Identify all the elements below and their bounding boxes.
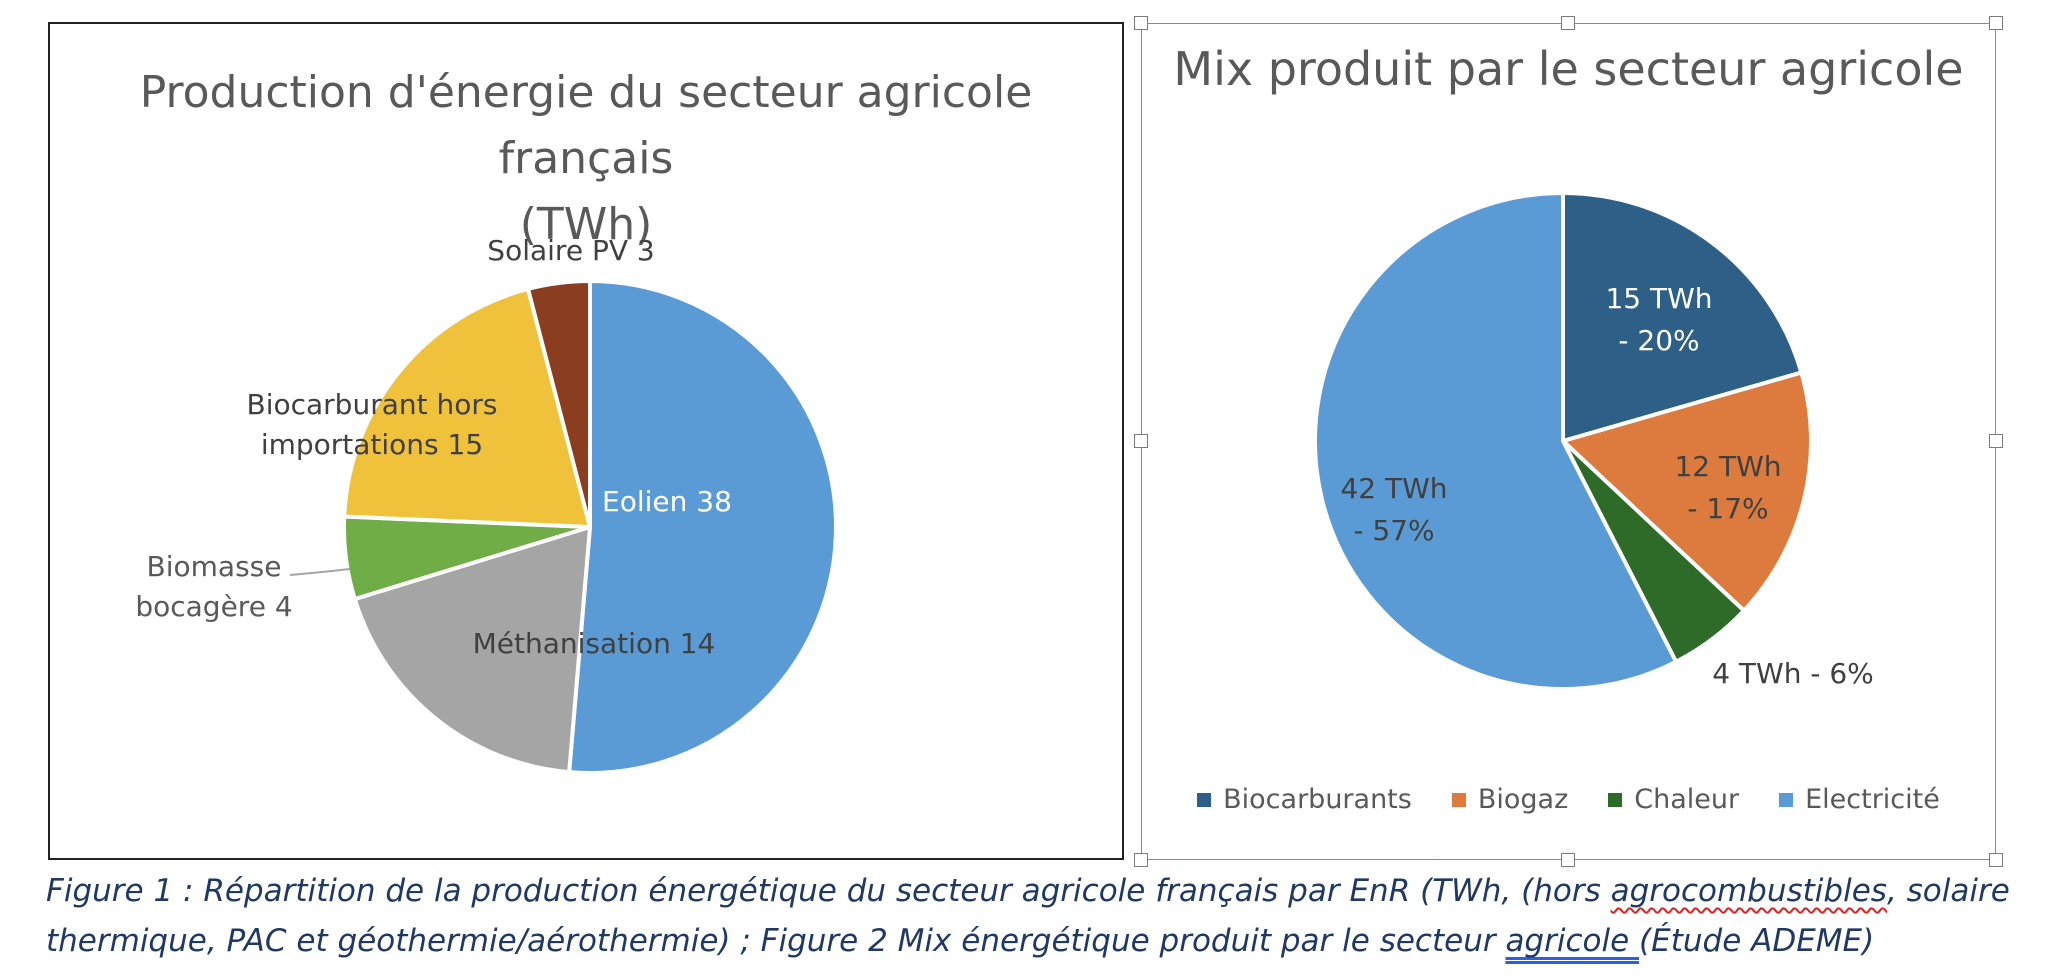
legend-label-biocarburants: Biocarburants bbox=[1223, 784, 1412, 815]
chart1-data-label-biomasse-bocagere: Biomasse bocagère 4 bbox=[135, 550, 292, 623]
caption-part2: , solaire thermique, PAC et géothermie/a… bbox=[46, 873, 2010, 959]
chart1-slice-methanisation[interactable] bbox=[352, 525, 592, 775]
chart-mix-produit[interactable]: Mix produit par le secteur agricole 15 T… bbox=[1141, 23, 1996, 860]
legend-item-chaleur[interactable]: Chaleur bbox=[1608, 784, 1739, 815]
legend-label-electricite: Electricité bbox=[1805, 784, 1940, 815]
chart2-data-label-biocarburants: 15 TWh - 20% bbox=[1605, 282, 1712, 357]
chart1-title-line2: (TWh) bbox=[519, 199, 653, 250]
chart2-pie-svg: 15 TWh - 20% 12 TWh - 17% 4 TWh - 6% 42 TWh - … bbox=[1313, 191, 1874, 691]
legend-swatch-biogaz bbox=[1451, 792, 1466, 807]
chart1-data-label-biocarburant-hors-importations: Biocarburant hors importations 15 bbox=[247, 388, 498, 461]
caption-part1: Figure 1 : Répartition de la production … bbox=[46, 873, 1611, 909]
caption-spellcheck-word: agrocombustibles bbox=[1610, 873, 1887, 909]
chart1-data-label-methanisation: Méthanisation 14 bbox=[473, 627, 716, 660]
chart2-data-label-electricite: 42 TWh - 57% bbox=[1340, 472, 1447, 547]
chart-production-energie[interactable]: Production d'énergie du secteur agricole… bbox=[48, 22, 1124, 860]
chart1-data-label-eolien: Eolien 38 bbox=[602, 485, 732, 518]
resize-handle-bottom-left[interactable] bbox=[1134, 853, 1148, 867]
legend-swatch-chaleur bbox=[1608, 792, 1623, 807]
chart1-data-label-solaire-pv: Solaire PV 3 bbox=[487, 234, 654, 267]
legend-swatch-biocarburants bbox=[1197, 792, 1212, 807]
resize-handle-top-center[interactable] bbox=[1561, 16, 1575, 30]
legend-item-biogaz[interactable]: Biogaz bbox=[1451, 784, 1569, 815]
chart2-data-label-chaleur: 4 TWh - 6% bbox=[1712, 657, 1874, 690]
legend-item-electricite[interactable]: Electricité bbox=[1779, 784, 1940, 815]
chart2-slice-electricite[interactable] bbox=[1313, 191, 1679, 691]
legend-item-biocarburants[interactable]: Biocarburants bbox=[1197, 784, 1412, 815]
chart1-leader-line-biomasse-bocagere bbox=[289, 568, 351, 576]
chart2-slice-biocarburants[interactable] bbox=[1561, 191, 1804, 443]
chart2-data-label-biogaz: 12 TWh - 17% bbox=[1674, 450, 1781, 525]
chart1-title-line1: Production d'énergie du secteur agricole… bbox=[139, 67, 1033, 184]
chart2-slice-biogaz[interactable] bbox=[1561, 370, 1813, 613]
chart1-pie-svg: Eolien 38 Méthanisation 14 Biomasse bocagèr… bbox=[135, 234, 838, 775]
chart1-slice-eolien[interactable] bbox=[567, 279, 838, 775]
legend-label-biogaz: Biogaz bbox=[1477, 784, 1569, 815]
resize-handle-middle-left[interactable] bbox=[1134, 434, 1148, 448]
caption-underlined-word: agricole bbox=[1505, 923, 1640, 959]
legend-label-chaleur: Chaleur bbox=[1634, 784, 1740, 815]
figure-caption: Figure 1 : Répartition de la production … bbox=[46, 866, 2036, 966]
resize-handle-bottom-right[interactable] bbox=[1989, 853, 2003, 867]
chart1-slice-solaire-pv[interactable] bbox=[526, 279, 592, 529]
resize-handle-top-left[interactable] bbox=[1134, 16, 1148, 30]
caption-part3: (Étude ADEME) bbox=[1639, 923, 1875, 959]
resize-handle-top-right[interactable] bbox=[1989, 16, 2003, 30]
chart1-title: Production d'énergie du secteur agricole… bbox=[50, 60, 1122, 258]
legend-swatch-electricite bbox=[1779, 792, 1794, 807]
resize-handle-bottom-center[interactable] bbox=[1561, 853, 1575, 867]
chart1-slice-biocarburant-hors-importations[interactable] bbox=[342, 286, 592, 529]
chart2-legend: Biocarburants Biogaz Chaleur Electricité bbox=[1142, 784, 1995, 815]
chart2-title: Mix produit par le secteur agricole bbox=[1173, 42, 1964, 96]
resize-handle-middle-right[interactable] bbox=[1989, 434, 2003, 448]
